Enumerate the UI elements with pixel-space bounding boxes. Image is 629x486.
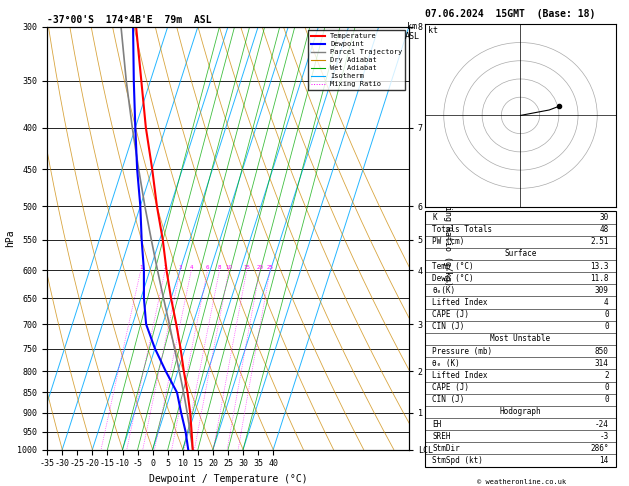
Text: StmSpd (kt): StmSpd (kt) bbox=[432, 456, 483, 465]
Text: Hodograph: Hodograph bbox=[499, 407, 542, 417]
Text: 13.3: 13.3 bbox=[590, 261, 609, 271]
Text: 286°: 286° bbox=[590, 444, 609, 453]
X-axis label: Dewpoint / Temperature (°C): Dewpoint / Temperature (°C) bbox=[148, 474, 308, 484]
Text: Surface: Surface bbox=[504, 249, 537, 259]
Text: 314: 314 bbox=[595, 359, 609, 368]
Text: 11.8: 11.8 bbox=[590, 274, 609, 283]
Text: 25: 25 bbox=[267, 265, 274, 270]
Text: 0: 0 bbox=[604, 322, 609, 331]
Text: kt: kt bbox=[428, 26, 438, 35]
Text: 309: 309 bbox=[595, 286, 609, 295]
Text: CAPE (J): CAPE (J) bbox=[432, 383, 469, 392]
Text: km
ASL: km ASL bbox=[404, 22, 420, 40]
Text: 4: 4 bbox=[604, 298, 609, 307]
Text: StmDir: StmDir bbox=[432, 444, 460, 453]
Text: © weatheronline.co.uk: © weatheronline.co.uk bbox=[477, 479, 567, 485]
Text: 0: 0 bbox=[604, 383, 609, 392]
Text: Pressure (mb): Pressure (mb) bbox=[432, 347, 493, 356]
Text: 850: 850 bbox=[595, 347, 609, 356]
Y-axis label: Mixing Ratio (g/kg): Mixing Ratio (g/kg) bbox=[443, 191, 452, 286]
Text: 30: 30 bbox=[599, 213, 609, 222]
Text: CIN (J): CIN (J) bbox=[432, 395, 465, 404]
Text: 07.06.2024  15GMT  (Base: 18): 07.06.2024 15GMT (Base: 18) bbox=[425, 9, 595, 19]
Text: PW (cm): PW (cm) bbox=[432, 237, 465, 246]
Text: 10: 10 bbox=[225, 265, 233, 270]
Text: -37°00'S  174°4B'E  79m  ASL: -37°00'S 174°4B'E 79m ASL bbox=[47, 15, 212, 25]
Legend: Temperature, Dewpoint, Parcel Trajectory, Dry Adiabat, Wet Adiabat, Isotherm, Mi: Temperature, Dewpoint, Parcel Trajectory… bbox=[308, 30, 405, 90]
Text: Dewp (°C): Dewp (°C) bbox=[432, 274, 474, 283]
Text: Lifted Index: Lifted Index bbox=[432, 371, 487, 380]
Y-axis label: hPa: hPa bbox=[4, 229, 14, 247]
Text: EH: EH bbox=[432, 419, 442, 429]
Text: 4: 4 bbox=[189, 265, 193, 270]
Text: Most Unstable: Most Unstable bbox=[491, 334, 550, 344]
Text: CIN (J): CIN (J) bbox=[432, 322, 465, 331]
Text: 2: 2 bbox=[604, 371, 609, 380]
Text: -24: -24 bbox=[595, 419, 609, 429]
Text: -3: -3 bbox=[599, 432, 609, 441]
Text: 8: 8 bbox=[218, 265, 221, 270]
Text: θₑ (K): θₑ (K) bbox=[432, 359, 460, 368]
Text: 2.51: 2.51 bbox=[590, 237, 609, 246]
Text: CAPE (J): CAPE (J) bbox=[432, 310, 469, 319]
Text: 0: 0 bbox=[604, 310, 609, 319]
Text: 15: 15 bbox=[243, 265, 250, 270]
Text: SREH: SREH bbox=[432, 432, 451, 441]
Text: 20: 20 bbox=[256, 265, 264, 270]
Text: Lifted Index: Lifted Index bbox=[432, 298, 487, 307]
Text: 3: 3 bbox=[179, 265, 182, 270]
Text: 0: 0 bbox=[604, 395, 609, 404]
Text: 6: 6 bbox=[206, 265, 209, 270]
Text: Temp (°C): Temp (°C) bbox=[432, 261, 474, 271]
Text: θₑ(K): θₑ(K) bbox=[432, 286, 455, 295]
Text: 48: 48 bbox=[599, 225, 609, 234]
Text: K: K bbox=[432, 213, 437, 222]
Text: 2: 2 bbox=[164, 265, 167, 270]
Text: 14: 14 bbox=[599, 456, 609, 465]
Text: 1: 1 bbox=[139, 265, 143, 270]
Text: Totals Totals: Totals Totals bbox=[432, 225, 493, 234]
